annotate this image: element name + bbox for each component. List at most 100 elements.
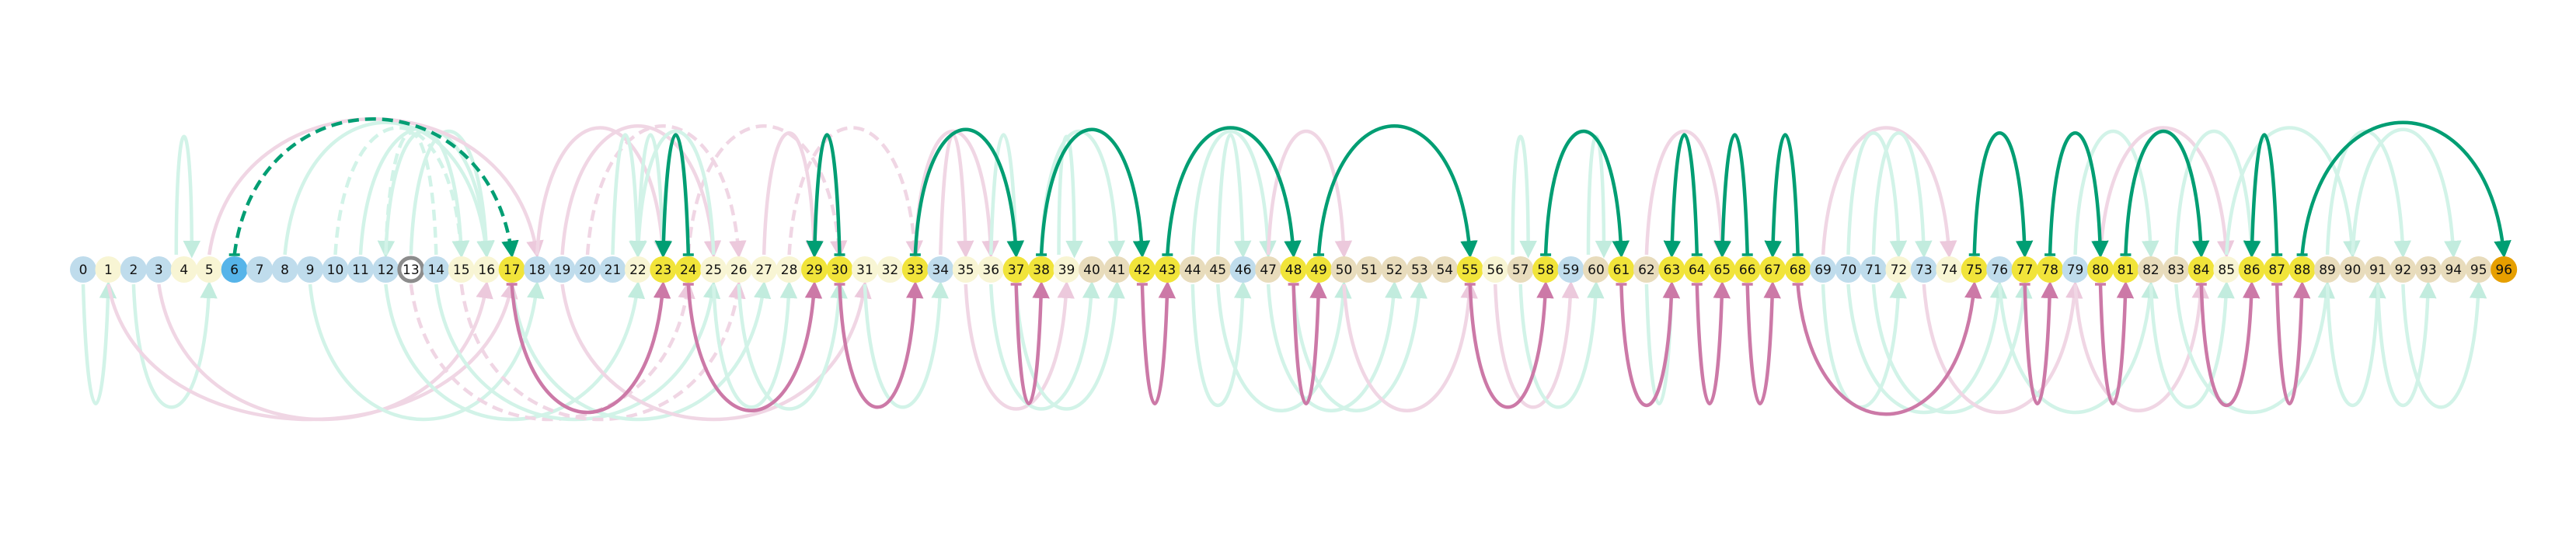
node-49[interactable]: 49 (1305, 256, 1333, 283)
node-12[interactable]: 12 (372, 256, 399, 283)
node-69[interactable]: 69 (1810, 256, 1837, 283)
node-39[interactable]: 39 (1053, 256, 1080, 283)
node-17[interactable]: 17 (498, 256, 525, 283)
node-87[interactable]: 87 (2264, 256, 2291, 283)
node-53[interactable]: 53 (1406, 256, 1433, 283)
node-89[interactable]: 89 (2314, 256, 2341, 283)
node-75[interactable]: 75 (1961, 256, 1988, 283)
node-57[interactable]: 57 (1507, 256, 1534, 283)
node-7[interactable]: 7 (246, 256, 274, 283)
node-20[interactable]: 20 (574, 256, 601, 283)
node-59[interactable]: 59 (1557, 256, 1584, 283)
node-38[interactable]: 38 (1028, 256, 1055, 283)
node-67[interactable]: 67 (1759, 256, 1786, 283)
node-78[interactable]: 78 (2037, 256, 2064, 283)
node-61[interactable]: 61 (1608, 256, 1635, 283)
node-42[interactable]: 42 (1128, 256, 1156, 283)
node-44[interactable]: 44 (1179, 256, 1206, 283)
node-51[interactable]: 51 (1355, 256, 1382, 283)
node-41[interactable]: 41 (1103, 256, 1131, 283)
node-50[interactable]: 50 (1330, 256, 1358, 283)
node-52[interactable]: 52 (1381, 256, 1408, 283)
node-37[interactable]: 37 (1002, 256, 1030, 283)
node-81[interactable]: 81 (2112, 256, 2139, 283)
node-14[interactable]: 14 (423, 256, 450, 283)
node-21[interactable]: 21 (599, 256, 626, 283)
node-80[interactable]: 80 (2087, 256, 2114, 283)
node-45[interactable]: 45 (1204, 256, 1232, 283)
node-70[interactable]: 70 (1835, 256, 1862, 283)
node-36[interactable]: 36 (978, 256, 1005, 283)
node-label: 44 (1184, 263, 1201, 278)
node-84[interactable]: 84 (2187, 256, 2215, 283)
node-10[interactable]: 10 (322, 256, 349, 283)
node-43[interactable]: 43 (1154, 256, 1181, 283)
node-60[interactable]: 60 (1583, 256, 1609, 283)
node-16[interactable]: 16 (473, 256, 500, 283)
node-29[interactable]: 29 (801, 256, 828, 283)
node-76[interactable]: 76 (1986, 256, 2013, 283)
node-71[interactable]: 71 (1860, 256, 1887, 283)
node-30[interactable]: 30 (826, 256, 853, 283)
node-63[interactable]: 63 (1658, 256, 1685, 283)
node-77[interactable]: 77 (2011, 256, 2038, 283)
node-74[interactable]: 74 (1936, 256, 1963, 283)
node-90[interactable]: 90 (2339, 256, 2366, 283)
node-79[interactable]: 79 (2062, 256, 2089, 283)
node-23[interactable]: 23 (650, 256, 677, 283)
node-83[interactable]: 83 (2163, 256, 2190, 283)
node-5[interactable]: 5 (196, 256, 223, 283)
node-56[interactable]: 56 (1482, 256, 1509, 283)
node-64[interactable]: 64 (1683, 256, 1710, 283)
node-circle (1608, 256, 1635, 283)
node-46[interactable]: 46 (1229, 256, 1257, 283)
node-73[interactable]: 73 (1910, 256, 1937, 283)
node-91[interactable]: 91 (2364, 256, 2391, 283)
node-65[interactable]: 65 (1709, 256, 1736, 283)
node-72[interactable]: 72 (1885, 256, 1912, 283)
node-0[interactable]: 0 (70, 256, 96, 283)
node-25[interactable]: 25 (700, 256, 727, 283)
node-86[interactable]: 86 (2238, 256, 2265, 283)
node-62[interactable]: 62 (1633, 256, 1660, 283)
node-2[interactable]: 2 (120, 256, 147, 283)
node-85[interactable]: 85 (2213, 256, 2240, 283)
node-24[interactable]: 24 (675, 256, 702, 283)
node-40[interactable]: 40 (1079, 256, 1105, 283)
node-68[interactable]: 68 (1784, 256, 1811, 283)
node-26[interactable]: 26 (725, 256, 752, 283)
node-4[interactable]: 4 (170, 256, 197, 283)
node-93[interactable]: 93 (2414, 256, 2442, 283)
node-58[interactable]: 58 (1532, 256, 1560, 283)
node-label: 66 (1739, 263, 1756, 278)
node-33[interactable]: 33 (901, 256, 929, 283)
node-66[interactable]: 66 (1734, 256, 1761, 283)
node-3[interactable]: 3 (145, 256, 173, 283)
node-35[interactable]: 35 (952, 256, 979, 283)
node-47[interactable]: 47 (1255, 256, 1282, 283)
node-31[interactable]: 31 (851, 256, 878, 283)
node-1[interactable]: 1 (95, 256, 122, 283)
node-92[interactable]: 92 (2390, 256, 2417, 283)
node-96[interactable]: 96 (2491, 256, 2518, 283)
node-27[interactable]: 27 (751, 256, 778, 283)
node-6[interactable]: 6 (221, 256, 248, 283)
node-48[interactable]: 48 (1280, 256, 1307, 283)
node-22[interactable]: 22 (624, 256, 651, 283)
node-82[interactable]: 82 (2137, 256, 2164, 283)
node-11[interactable]: 11 (347, 256, 374, 283)
node-18[interactable]: 18 (524, 256, 551, 283)
node-94[interactable]: 94 (2440, 256, 2467, 283)
node-95[interactable]: 95 (2465, 256, 2492, 283)
node-15[interactable]: 15 (448, 256, 475, 283)
node-9[interactable]: 9 (297, 256, 324, 283)
node-28[interactable]: 28 (776, 256, 803, 283)
node-13[interactable]: 13 (397, 256, 425, 283)
node-55[interactable]: 55 (1456, 256, 1483, 283)
node-54[interactable]: 54 (1431, 256, 1459, 283)
node-32[interactable]: 32 (877, 256, 904, 283)
node-19[interactable]: 19 (549, 256, 576, 283)
node-34[interactable]: 34 (927, 256, 954, 283)
node-88[interactable]: 88 (2288, 256, 2316, 283)
node-8[interactable]: 8 (271, 256, 298, 283)
